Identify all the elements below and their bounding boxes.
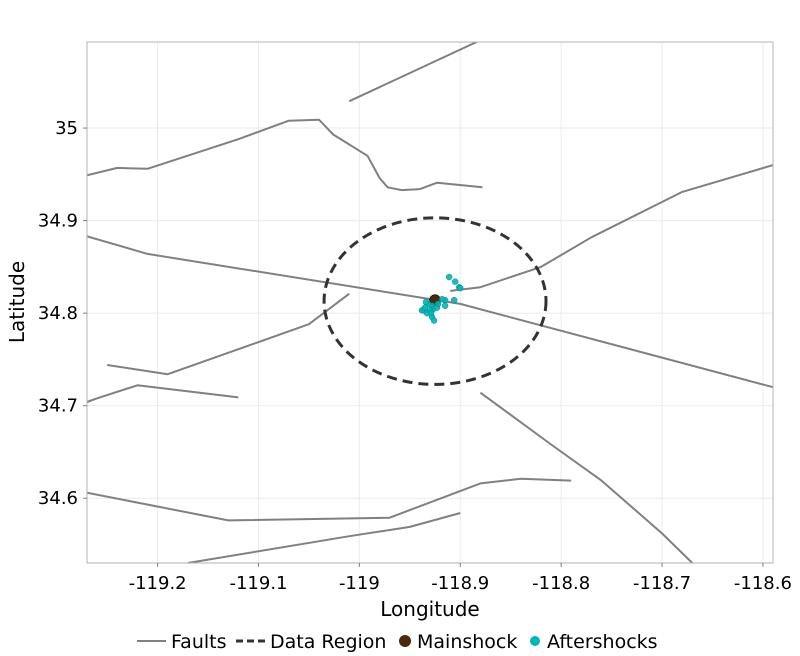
legend-aftershocks-key — [530, 636, 540, 646]
fault-line — [187, 512, 461, 563]
y-tick-label: 34.9 — [38, 211, 78, 232]
aftershock-point — [427, 309, 435, 317]
aftershock-point — [457, 284, 464, 292]
aftershock-point — [441, 302, 449, 309]
fault-line — [87, 477, 572, 522]
aftershock-point — [445, 273, 453, 281]
legend-mainshock-key — [399, 635, 411, 647]
plot-border — [86, 41, 774, 564]
data-layer — [87, 42, 773, 563]
x-tick-label: -119 — [339, 573, 380, 594]
axes: -119.2 -119.1 -119 -118.9 -118.8 -118.7 -118.6… — [38, 118, 792, 594]
legend-aftershocks-label: Aftershocks — [547, 631, 658, 653]
aftershock-point — [451, 296, 458, 304]
y-tick-label: 34.8 — [38, 303, 78, 324]
x-tick-label: -118.7 — [633, 573, 691, 594]
aftershock-point — [452, 278, 459, 285]
y-tick-label: 35 — [55, 118, 78, 139]
aftershock-point — [430, 317, 438, 324]
fault-line — [87, 384, 239, 403]
y-tick-label: 34.7 — [38, 396, 78, 417]
legend-faults-label: Faults — [171, 631, 227, 653]
x-tick-label: -119.2 — [129, 573, 187, 594]
aftershock-point — [421, 304, 429, 311]
x-tick-label: -119.1 — [229, 573, 287, 594]
y-axis-title: Latitude — [5, 261, 29, 343]
fault-line — [450, 164, 773, 292]
fault-line — [348, 42, 479, 103]
x-tick-label: -118.8 — [532, 573, 590, 594]
data-region-ellipse — [322, 216, 548, 386]
legend: Faults Data Region Mainshock Aftershocks — [137, 631, 658, 653]
legend-mainshock-label: Mainshock — [417, 631, 517, 653]
x-axis-title: Longitude — [380, 597, 479, 621]
aftershock-point — [434, 300, 442, 308]
y-tick-label: 34.6 — [38, 488, 78, 509]
x-tick-label: -118.6 — [734, 573, 792, 594]
fault-line — [479, 391, 693, 563]
fault-line — [87, 235, 773, 389]
fault-line — [107, 292, 350, 376]
x-tick-label: -118.9 — [431, 573, 489, 594]
fault-line — [87, 118, 483, 192]
aftershock-point — [438, 296, 446, 303]
legend-data-region-label: Data Region — [270, 631, 386, 653]
aftershock-point — [422, 298, 430, 306]
